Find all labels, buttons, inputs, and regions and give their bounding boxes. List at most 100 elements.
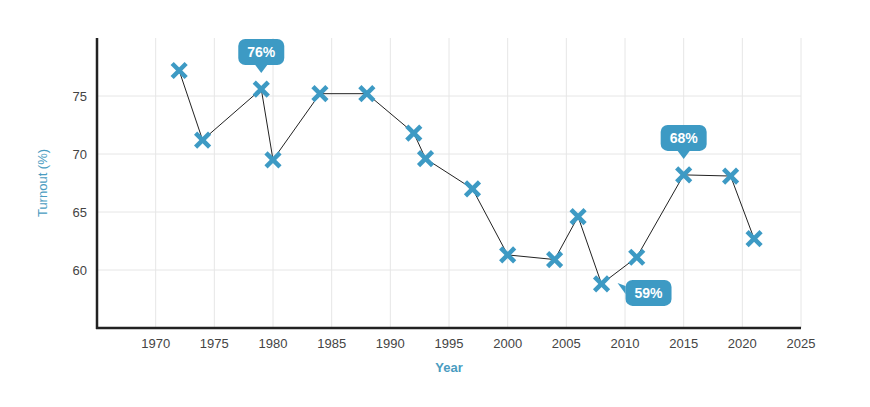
series-line (179, 70, 754, 283)
x-tick-label: 2020 (728, 336, 757, 351)
x-axis-line (96, 327, 801, 330)
marker-stroke (677, 168, 691, 182)
marker-stroke (501, 248, 515, 262)
annotation: 76% (238, 39, 284, 73)
data-point (266, 153, 280, 167)
x-tick-label: 1975 (200, 336, 229, 351)
annotation-text: 76% (247, 44, 276, 60)
marker-stroke (360, 87, 374, 101)
x-tick-label: 2000 (493, 336, 522, 351)
x-grid-line (801, 38, 802, 328)
plot-area (172, 63, 761, 290)
marker-stroke (724, 169, 738, 183)
data-point (747, 232, 761, 246)
x-tick-label: 2010 (611, 336, 640, 351)
data-point (548, 253, 562, 267)
x-tick-label: 1985 (317, 336, 346, 351)
marker-stroke (313, 87, 327, 101)
x-grid-line (683, 38, 684, 328)
data-point (254, 82, 268, 96)
y-grid-line (97, 212, 801, 213)
marker-stroke (419, 152, 433, 166)
marker-stroke (501, 248, 515, 262)
marker-stroke (595, 277, 609, 291)
marker-stroke (595, 277, 609, 291)
x-grid-line (155, 38, 156, 328)
marker-stroke (360, 87, 374, 101)
annotation-text: 59% (635, 285, 664, 301)
x-grid-line (507, 38, 508, 328)
x-grid-line (566, 38, 567, 328)
annotation-pointer (618, 283, 626, 294)
y-grid-line (97, 270, 801, 271)
x-grid-line (331, 38, 332, 328)
y-axis-label: Turnout (%) (35, 149, 50, 217)
data-point (571, 210, 585, 224)
x-grid-line (625, 38, 626, 328)
data-point (465, 182, 479, 196)
marker-stroke (266, 153, 280, 167)
x-grid-line (273, 38, 274, 328)
data-point (419, 152, 433, 166)
x-tick-label: 1995 (435, 336, 464, 351)
x-axis-label: Year (435, 360, 462, 375)
marker-stroke (313, 87, 327, 101)
x-tick-label: 1970 (141, 336, 170, 351)
annotation-box (238, 39, 284, 65)
annotation: 68% (661, 125, 707, 159)
marker-stroke (254, 82, 268, 96)
marker-stroke (407, 126, 421, 140)
x-tick-label: 2025 (787, 336, 816, 351)
y-tick-label: 70 (73, 147, 87, 162)
marker-stroke (571, 210, 585, 224)
marker-stroke (747, 232, 761, 246)
data-point (407, 126, 421, 140)
marker-stroke (196, 133, 210, 147)
data-point (196, 133, 210, 147)
marker-stroke (630, 250, 644, 264)
marker-stroke (407, 126, 421, 140)
data-point (724, 169, 738, 183)
y-axis-line (96, 38, 99, 329)
data-point (630, 250, 644, 264)
x-grid-line (214, 38, 215, 328)
y-grid-line (97, 154, 801, 155)
marker-stroke (630, 250, 644, 264)
marker-stroke (747, 232, 761, 246)
data-point (360, 87, 374, 101)
x-grid-line (449, 38, 450, 328)
x-tick-label: 1990 (376, 336, 405, 351)
data-point (501, 248, 515, 262)
annotation-box (626, 280, 672, 306)
marker-stroke (548, 253, 562, 267)
marker-stroke (196, 133, 210, 147)
marker-stroke (266, 153, 280, 167)
x-tick-label: 2015 (669, 336, 698, 351)
y-tick-label: 60 (73, 263, 87, 278)
y-grid-line (97, 96, 801, 97)
annotation: 59% (618, 280, 672, 306)
marker-stroke (254, 82, 268, 96)
data-point (172, 63, 186, 77)
marker-stroke (172, 63, 186, 77)
x-grid-line (742, 38, 743, 328)
annotation-pointer (255, 65, 267, 73)
annotation-box (661, 125, 707, 151)
x-grid-line (390, 38, 391, 328)
marker-stroke (677, 168, 691, 182)
annotation-text: 68% (670, 130, 699, 146)
marker-stroke (465, 182, 479, 196)
marker-stroke (548, 253, 562, 267)
data-point (677, 168, 691, 182)
marker-stroke (419, 152, 433, 166)
chart: 1970 1975 1980 1985 1990 1995 2000 2005 2010 2015… (0, 0, 870, 407)
marker-stroke (571, 210, 585, 224)
annotation-pointer (678, 151, 690, 159)
x-tick-label: 2005 (552, 336, 581, 351)
y-tick-label: 75 (73, 89, 87, 104)
marker-stroke (465, 182, 479, 196)
y-tick-label: 65 (73, 205, 87, 220)
x-tick-label: 1980 (259, 336, 288, 351)
data-point (595, 277, 609, 291)
marker-stroke (172, 63, 186, 77)
